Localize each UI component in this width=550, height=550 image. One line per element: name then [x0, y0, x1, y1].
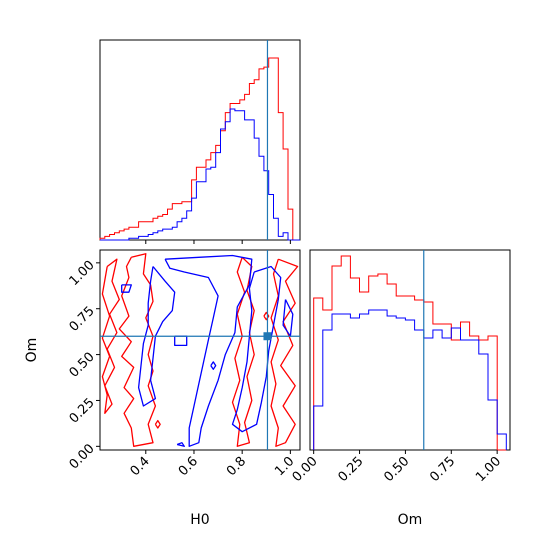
joint-y-axis-label: Om — [24, 338, 40, 363]
joint-x-tick-label-0: 0.4 — [128, 454, 153, 479]
joint-y-tick-label-2: 0.50 — [67, 350, 98, 381]
contour-series-1-level-5 — [282, 299, 294, 337]
joint-x-ticks: 0.4 0.6 0.8 1.0 — [128, 450, 297, 479]
contour-series-0-level-4 — [154, 419, 161, 429]
om-histogram-marks — [313, 250, 507, 451]
joint-y-tick-label-0: 0.00 — [67, 441, 98, 472]
om-histogram-series-0 — [313, 255, 507, 451]
om-x-axis-label: Om — [398, 512, 423, 528]
joint-truth-point — [263, 332, 272, 341]
contour-series-1-level-1 — [137, 266, 176, 407]
om-histogram-series-1 — [313, 309, 507, 450]
panel-h0-om-contour-frame — [99, 249, 301, 451]
contour-series-1-level-6 — [210, 361, 217, 370]
contour-series-0-level-0 — [118, 253, 157, 447]
h0-histogram-series-0 — [99, 57, 300, 241]
joint-y-tick-label-1: 0.25 — [67, 396, 98, 427]
panel-om-histogram: 0.00 0.25 0.50 0.75 1.00 Om — [290, 249, 511, 528]
om-histogram-x-ticks: 0.00 0.25 0.50 0.75 1.00 — [290, 450, 504, 485]
om-x-tick-label-0: 0.00 — [290, 454, 321, 485]
contour-series-0-level-3 — [270, 258, 299, 447]
h0-histogram-marks — [99, 40, 300, 241]
joint-y-ticks: 0.00 0.25 0.50 0.75 1.00 — [67, 258, 100, 472]
panel-h0-histogram-frame — [99, 39, 301, 241]
contour-series-1-level-3 — [174, 335, 188, 347]
contour-series-1-level-7 — [176, 442, 185, 447]
joint-x-tick-label-2: 0.8 — [224, 454, 249, 479]
h0-histogram-x-ticks — [145, 240, 291, 244]
joint-y-tick-label-3: 0.75 — [67, 304, 98, 335]
joint-x-axis-label: H0 — [190, 512, 209, 528]
contour-series-0-level-1 — [101, 258, 120, 414]
om-x-tick-label-2: 0.50 — [381, 454, 412, 485]
contour-series-1-level-0 — [164, 254, 253, 447]
contour-series-0-level-2 — [231, 256, 255, 447]
om-x-tick-label-4: 1.00 — [473, 454, 504, 485]
om-x-tick-label-1: 0.25 — [336, 454, 367, 485]
joint-y-tick-label-4: 1.00 — [67, 258, 98, 289]
joint-x-tick-label-1: 0.6 — [176, 454, 201, 479]
contour-series-1-level-4 — [231, 265, 282, 433]
panel-h0-om-contour: 0.4 0.6 0.8 1.0 0.000.250.500.751.00 H0 Om — [24, 249, 301, 528]
h0-histogram-series-1 — [100, 108, 300, 241]
panel-om-histogram-frame — [309, 249, 511, 451]
contour-series-0-level-5 — [263, 311, 270, 321]
contour-series-1-level-2 — [121, 284, 132, 293]
om-x-tick-label-3: 0.75 — [427, 454, 458, 485]
panel-h0-histogram — [99, 39, 301, 244]
joint-contour-marks — [100, 250, 300, 450]
